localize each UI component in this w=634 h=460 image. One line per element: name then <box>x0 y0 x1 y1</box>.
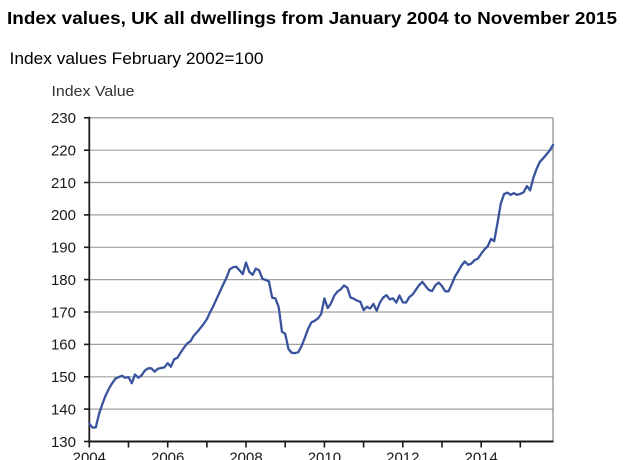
svg-text:170: 170 <box>51 304 76 321</box>
svg-text:200: 200 <box>51 207 76 224</box>
svg-text:2006: 2006 <box>151 450 184 460</box>
svg-text:190: 190 <box>51 240 76 257</box>
svg-text:160: 160 <box>51 337 76 354</box>
svg-text:220: 220 <box>51 143 76 160</box>
svg-text:130: 130 <box>51 434 76 451</box>
svg-text:2014: 2014 <box>465 450 498 460</box>
svg-text:2008: 2008 <box>229 450 262 460</box>
svg-text:180: 180 <box>51 272 76 289</box>
svg-text:230: 230 <box>51 110 76 127</box>
svg-text:140: 140 <box>51 401 76 418</box>
svg-text:Index values, UK all dwellings: Index values, UK all dwellings from Janu… <box>7 8 617 28</box>
svg-text:Index values February 2002=100: Index values February 2002=100 <box>10 49 264 68</box>
svg-text:150: 150 <box>51 369 76 386</box>
svg-text:Index Value: Index Value <box>52 83 135 100</box>
svg-text:2004: 2004 <box>73 450 106 460</box>
svg-text:210: 210 <box>51 175 76 192</box>
svg-text:2012: 2012 <box>386 450 419 460</box>
svg-text:2010: 2010 <box>308 450 341 460</box>
